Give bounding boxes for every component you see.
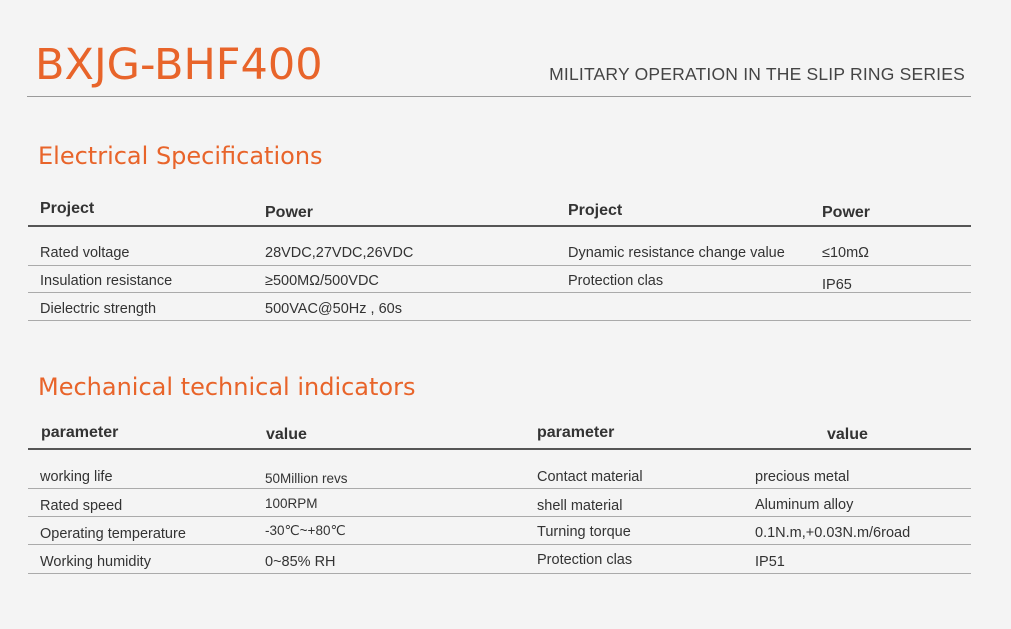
row-divider xyxy=(28,265,971,266)
electrical-cell: 500VAC@50Hz , 60s xyxy=(265,301,402,317)
electrical-cell: Insulation resistance xyxy=(40,273,173,289)
electrical-col-project-2: Project xyxy=(568,202,623,219)
electrical-table: Project Power Project Power Rated voltag… xyxy=(28,196,971,326)
row-divider xyxy=(28,516,971,517)
mechanical-cell: Rated speed xyxy=(40,498,123,514)
mechanical-cell: shell material xyxy=(537,498,623,514)
mechanical-cell: Turning torque xyxy=(537,524,631,540)
electrical-col-project-1: Project xyxy=(40,200,95,217)
mechanical-table: parameter value parameter value working … xyxy=(28,420,971,580)
row-divider xyxy=(28,320,971,321)
model-title: BXJG-BHF400 xyxy=(35,40,323,90)
electrical-cell: ≥500MΩ/500VDC xyxy=(265,273,379,289)
mechanical-cell: -30℃~+80℃ xyxy=(265,523,346,538)
row-divider xyxy=(28,488,971,489)
electrical-cell: ≤10mΩ xyxy=(822,245,870,261)
mechanical-cell: 50Million revs xyxy=(265,471,348,486)
mechanical-cell: 0.1N.m,+0.03N.m/6road xyxy=(755,525,911,541)
electrical-cell: Dynamic resistance change value xyxy=(568,245,785,261)
mechanical-cell: IP51 xyxy=(755,554,785,570)
electrical-section-title: Electrical Specifications xyxy=(38,142,323,170)
mechanical-header-rule xyxy=(28,448,971,450)
row-divider xyxy=(28,292,971,293)
mechanical-cell: Contact material xyxy=(537,469,643,485)
electrical-cell: Rated voltage xyxy=(40,245,130,261)
electrical-cell: 28VDC,27VDC,26VDC xyxy=(265,245,414,261)
mechanical-cell: precious metal xyxy=(755,469,850,485)
electrical-col-power-2: Power xyxy=(822,204,871,221)
mechanical-col-value-1: value xyxy=(266,426,307,443)
electrical-cell: IP65 xyxy=(822,277,852,293)
mechanical-cell: 100RPM xyxy=(265,496,318,511)
mechanical-cell: Protection clas xyxy=(537,552,633,568)
mechanical-cell: Working humidity xyxy=(40,554,151,570)
mechanical-cell: 0~85% RH xyxy=(265,554,336,570)
mechanical-col-parameter-2: parameter xyxy=(537,424,615,441)
mechanical-col-parameter-1: parameter xyxy=(41,424,119,441)
electrical-col-power-1: Power xyxy=(265,204,314,221)
mechanical-cell: working life xyxy=(40,469,113,485)
mechanical-section-title: Mechanical technical indicators xyxy=(38,373,416,401)
electrical-header-rule xyxy=(28,225,971,227)
mechanical-col-value-2: value xyxy=(827,426,868,443)
row-divider xyxy=(28,573,971,574)
series-title: MILITARY OPERATION IN THE SLIP RING SERI… xyxy=(549,64,965,84)
electrical-cell: Dielectric strength xyxy=(40,301,157,317)
electrical-cell: Protection clas xyxy=(568,273,664,289)
mechanical-cell: Operating temperature xyxy=(40,526,186,542)
mechanical-cell: Aluminum alloy xyxy=(755,497,854,513)
row-divider xyxy=(28,544,971,545)
header-divider xyxy=(27,96,971,97)
